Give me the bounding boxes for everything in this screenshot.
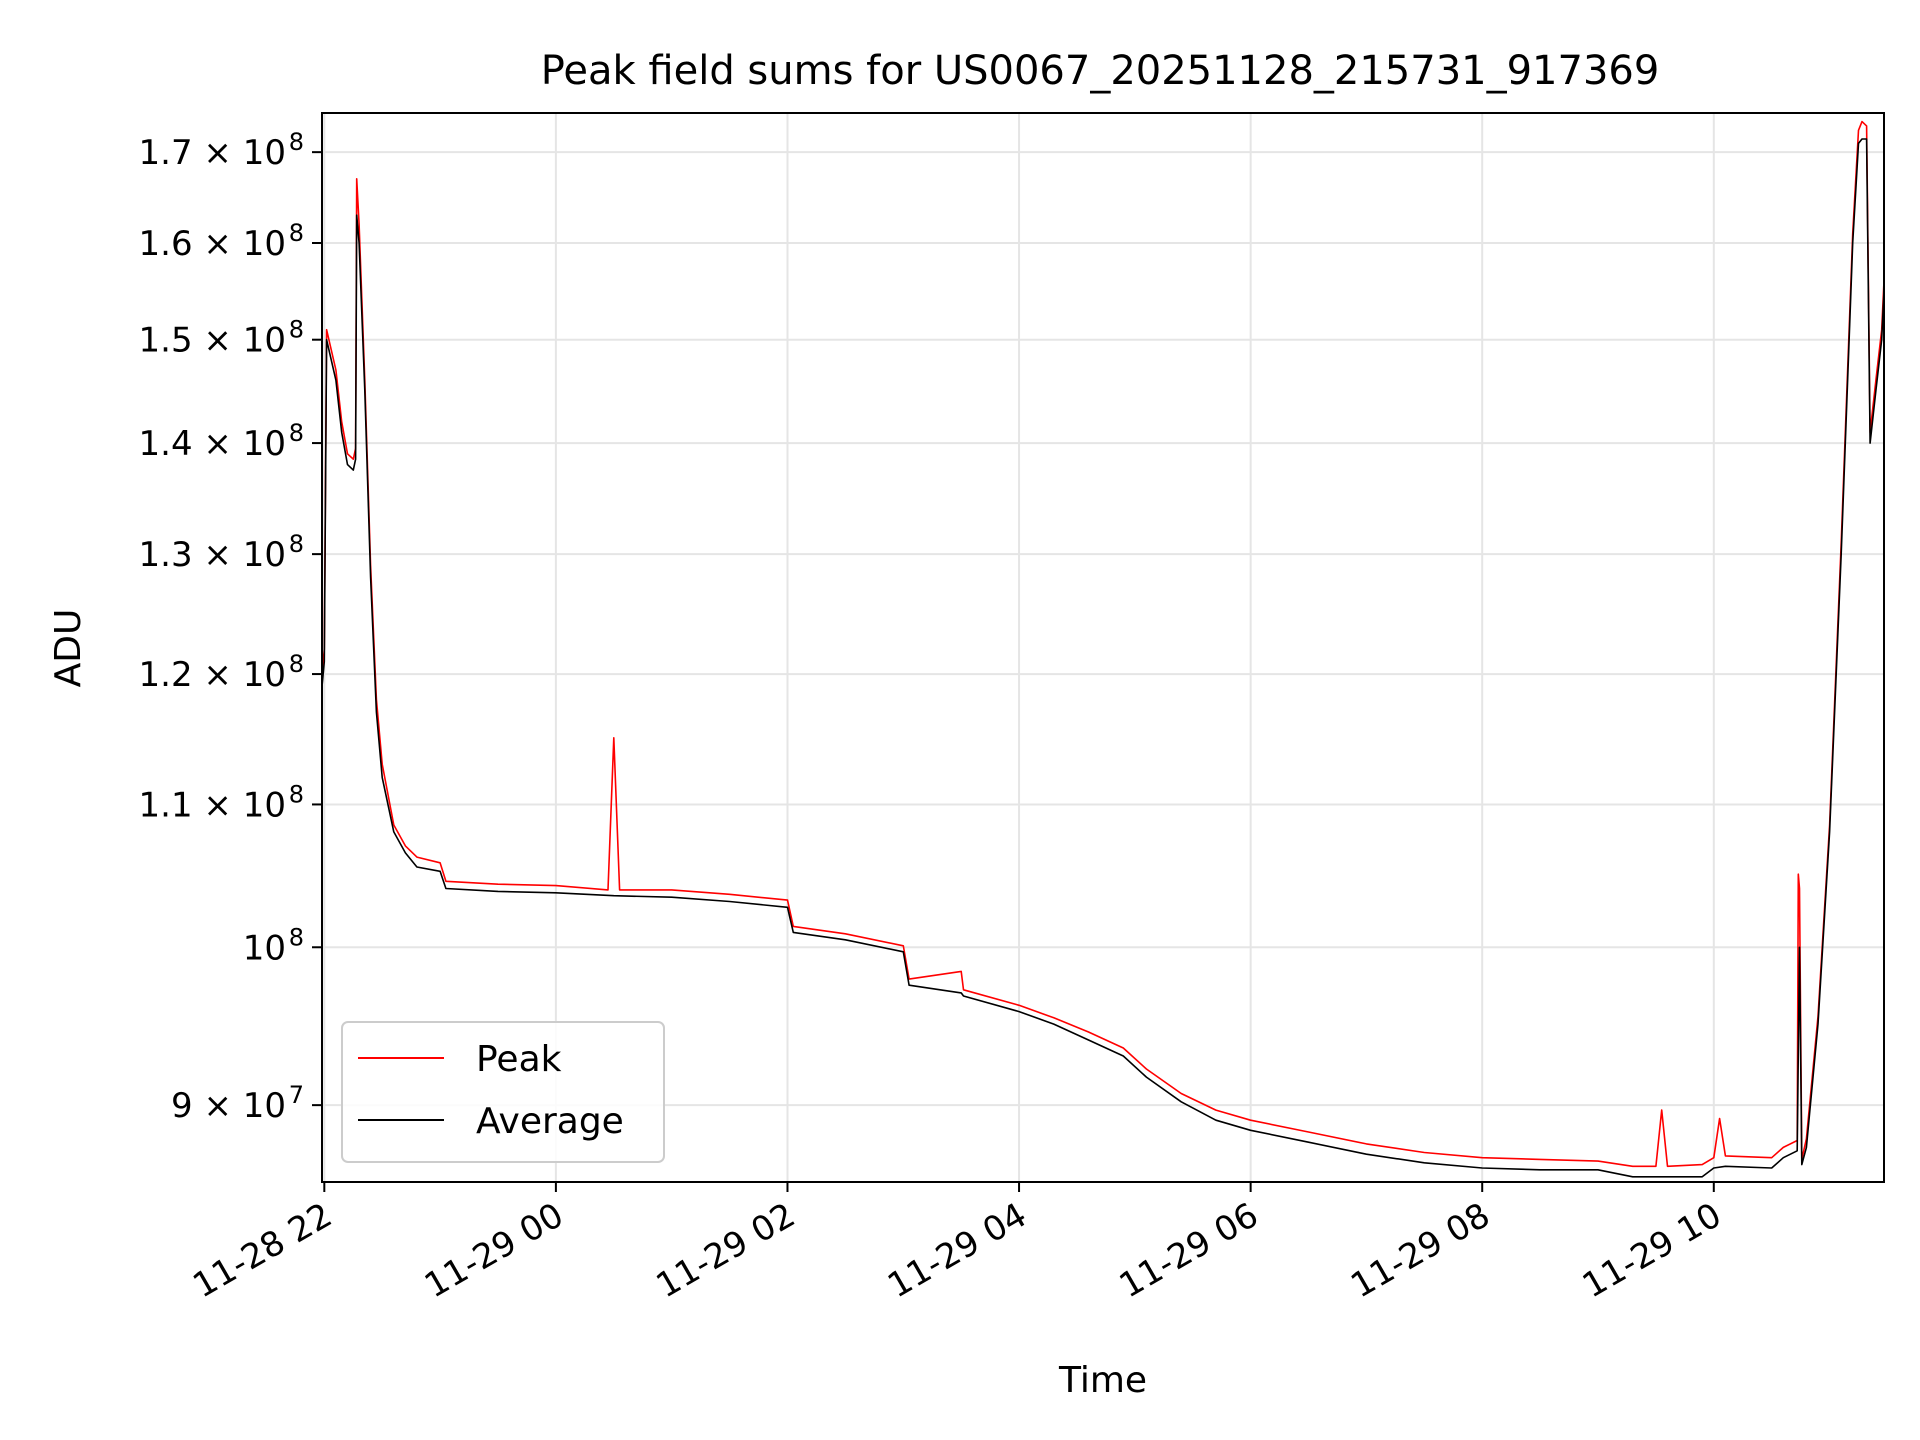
y-tick-exponent: 8	[289, 650, 304, 678]
y-tick-exponent: 8	[289, 128, 304, 156]
y-tick-label: 810	[243, 923, 304, 968]
average-series-line	[321, 138, 1885, 1178]
y-tick-mantissa: 1.7 × 10	[139, 133, 286, 173]
y-tick-exponent: 8	[289, 316, 304, 344]
y-tick-exponent: 8	[289, 219, 304, 247]
chart-title: Peak field sums for US0067_20251128_2157…	[541, 48, 1660, 94]
legend: Peak Average	[341, 1021, 665, 1163]
series-lines	[321, 120, 1885, 1178]
y-tick-label: 81.1 × 10	[139, 780, 304, 825]
y-tick-mantissa: 1.1 × 10	[139, 785, 286, 825]
y-tick-exponent: 8	[289, 530, 304, 558]
legend-peak-label: Peak	[476, 1039, 562, 1080]
y-tick-label: 81.5 × 10	[139, 316, 304, 361]
y-tick-mantissa: 10	[243, 928, 286, 968]
y-tick-label: 81.2 × 10	[139, 650, 304, 695]
y-tick-mantissa: 1.5 × 10	[139, 321, 286, 361]
y-tick-exponent: 8	[289, 419, 304, 447]
y-tick-mantissa: 1.4 × 10	[139, 424, 286, 464]
plot-frame	[321, 112, 1885, 1183]
legend-average-label: Average	[476, 1101, 624, 1142]
y-tick-label: 81.4 × 10	[139, 419, 304, 464]
y-tick-mantissa: 1.3 × 10	[139, 535, 286, 575]
y-tick-exponent: 7	[289, 1081, 304, 1109]
y-axis-label: ADU	[48, 609, 89, 688]
x-axis-label: Time	[1058, 1360, 1147, 1401]
y-tick-mantissa: 9 × 10	[171, 1086, 286, 1126]
y-tick-label: 81.6 × 10	[139, 219, 304, 264]
y-tick-exponent: 8	[289, 780, 304, 808]
y-tick-mantissa: 1.6 × 10	[139, 224, 286, 264]
y-tick-exponent: 8	[289, 923, 304, 951]
y-tick-label: 81.7 × 10	[139, 128, 304, 173]
y-tick-label: 81.3 × 10	[139, 530, 304, 575]
y-tick-mantissa: 1.2 × 10	[139, 655, 286, 695]
y-tick-label: 79 × 10	[171, 1081, 304, 1126]
